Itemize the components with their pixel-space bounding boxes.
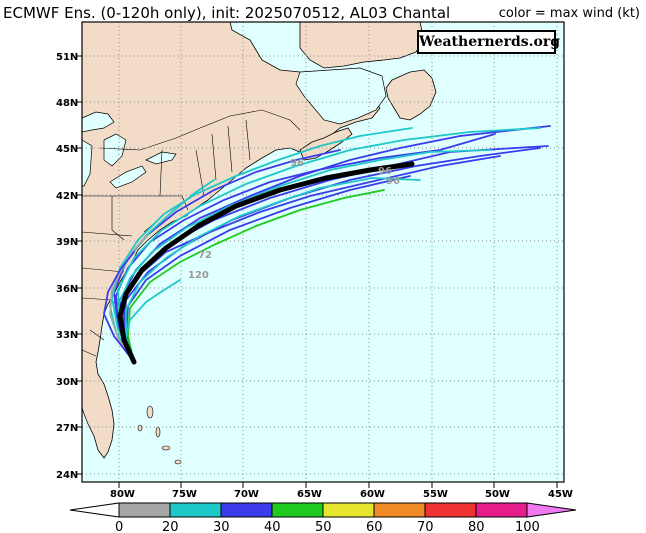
ensemble-mean-track [117, 161, 415, 365]
colorbar-tick: 50 [315, 520, 332, 533]
lake-huron [103, 133, 127, 167]
lat-label: 36N [56, 284, 78, 295]
wind-color-note: color = max wind (kt) [498, 6, 640, 21]
colorbar-bin [271, 502, 324, 518]
colorbar-tick: 80 [468, 520, 485, 533]
colorbar-tick: 20 [162, 520, 179, 533]
axis-ticks [76, 55, 558, 488]
lat-label: 39N [56, 237, 78, 248]
lon-label: 60W [360, 489, 385, 500]
graticule [82, 22, 564, 482]
lat-label: 30N [56, 377, 78, 388]
colorbar-tick: 70 [417, 520, 434, 533]
watermark-logo: Weathernerds.org [417, 30, 560, 54]
colorbar-bin [475, 502, 528, 518]
lake-ontario [145, 151, 177, 165]
colorbar-under-triangle [69, 502, 120, 518]
colorbar-bin [373, 502, 426, 518]
lat-label: 51N [56, 52, 78, 63]
forecast-hour-label: 72 [198, 250, 212, 261]
forecast-hour-label: 96 [386, 176, 400, 187]
lon-label: 50W [485, 489, 510, 500]
colorbar-bin [169, 502, 222, 518]
gulf-of-mexico [82, 410, 104, 482]
gulf-of-st-lawrence [295, 67, 387, 125]
lon-label: 80W [110, 489, 135, 500]
lat-label: 27N [56, 423, 78, 434]
lon-label: 65W [297, 489, 322, 500]
land-newfoundland [385, 69, 437, 121]
colorbar-bin [424, 502, 477, 518]
colorbar-tick: 60 [366, 520, 383, 533]
colorbar-bin [322, 502, 375, 518]
map-frame [81, 21, 565, 483]
map-title: ECMWF Ens. (0-120h only), init: 20250705… [3, 4, 451, 22]
lat-label: 45N [56, 144, 78, 155]
colorbar-tick: 30 [213, 520, 230, 533]
colorbar-tick: 100 [515, 520, 540, 533]
colorbar-tick: 0 [115, 520, 123, 533]
colorbar-tick: 40 [264, 520, 281, 533]
forecast-hour-label: 96 [378, 166, 392, 177]
lon-label: 45W [548, 489, 573, 500]
wind-colorbar: 0 20 30 40 50 60 70 80 100 [69, 502, 577, 533]
lat-label: 33N [56, 330, 78, 341]
forecast-hour-label: 96 [290, 158, 304, 169]
colorbar-bin [118, 502, 171, 518]
lat-label: 48N [56, 98, 78, 109]
colorbar-bin [220, 502, 273, 518]
lat-label: 24N [56, 470, 78, 481]
colorbar-over-triangle [526, 502, 577, 518]
forecast-hour-label: 120 [188, 270, 209, 281]
lon-label: 70W [234, 489, 259, 500]
lat-label: 42N [56, 191, 78, 202]
lon-label: 55W [423, 489, 448, 500]
lon-label: 75W [172, 489, 197, 500]
lake-superior [81, 111, 115, 133]
